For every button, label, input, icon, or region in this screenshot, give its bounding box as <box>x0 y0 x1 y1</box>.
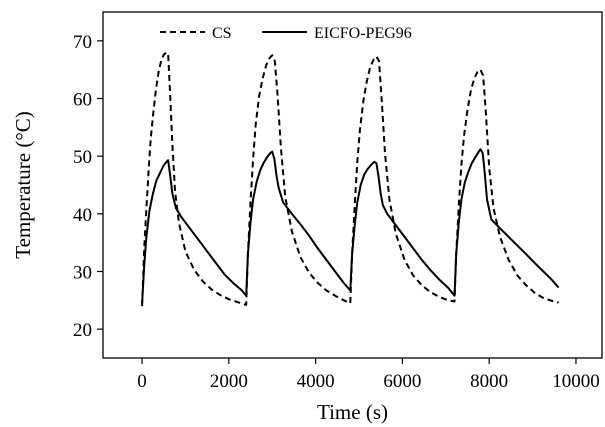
plot-frame <box>102 11 603 359</box>
x-tick-label: 2000 <box>210 371 248 392</box>
y-tick-label: 30 <box>73 263 92 284</box>
cs-series-line <box>141 51 559 307</box>
y-tick-label: 20 <box>73 320 92 341</box>
y-tick-label: 70 <box>73 32 92 53</box>
x-tick-label: 10000 <box>552 371 600 392</box>
y-tick-label: 50 <box>73 147 92 168</box>
legend: CS EICFO-PEG96 <box>160 25 412 42</box>
legend-label-cs: CS <box>212 25 232 42</box>
x-tick-label: 0 <box>137 371 147 392</box>
eicfo-peg96-series-line <box>141 148 560 304</box>
x-tick-label: 6000 <box>383 371 421 392</box>
x-axis-title: Time (s) <box>317 400 388 424</box>
x-tick-label: 8000 <box>470 371 508 392</box>
plot-area <box>141 51 560 307</box>
y-axis-title: Temperature (°C) <box>11 111 35 258</box>
axes: 0 2000 4000 6000 8000 10000 20 30 40 50 60 70 <box>73 11 603 392</box>
x-tick-label: 4000 <box>297 371 335 392</box>
y-tick-label: 40 <box>73 205 92 226</box>
y-tick-label: 60 <box>73 90 92 111</box>
legend-label-eicfo-peg96: EICFO-PEG96 <box>314 25 412 42</box>
